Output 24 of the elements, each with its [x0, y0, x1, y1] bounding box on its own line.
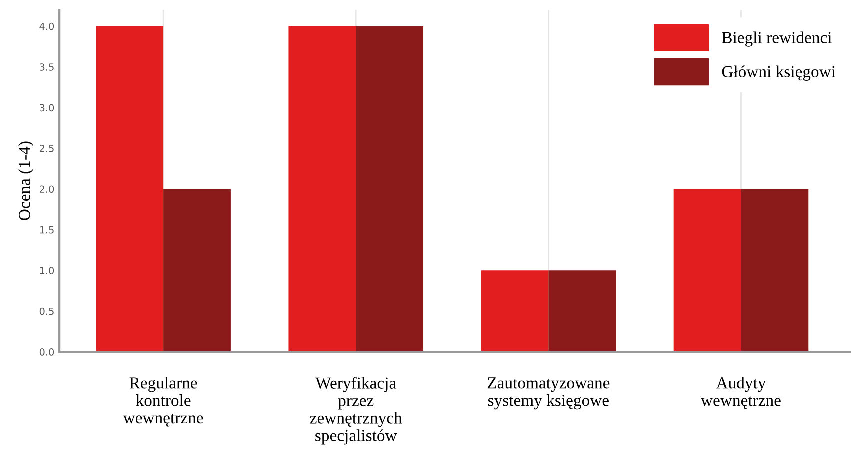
legend-label: Główni księgowi — [722, 66, 836, 81]
bar — [674, 189, 742, 352]
y-tick-label: 0.0 — [40, 348, 54, 356]
bar — [96, 26, 164, 352]
legend-label: Biegli rewidenci — [722, 32, 832, 47]
y-tick-label: 3.0 — [40, 104, 54, 112]
y-tick-label: 4.0 — [40, 22, 54, 30]
y-tick-label: 2.5 — [40, 144, 54, 152]
bar — [356, 26, 424, 352]
bar — [741, 189, 809, 352]
x-tick-label: Zautomatyzowane systemy księgowe — [488, 378, 610, 410]
x-tick-label: Weryfikacja przez zewnętrznych specjalistów — [310, 377, 402, 445]
bar — [548, 270, 616, 352]
bar — [288, 26, 356, 352]
y-tick-label: 0.5 — [40, 308, 54, 316]
x-tick-label: Audyty wewnętrzne — [701, 377, 781, 410]
bar — [164, 189, 231, 352]
y-tick-label: 2.0 — [40, 186, 54, 194]
y-tick-label: 1.0 — [40, 267, 54, 274]
y-tick-label: 3.5 — [40, 64, 54, 71]
x-tick-label: Regularne kontrole wewnętrzne — [123, 377, 204, 427]
y-axis-title: Ocena (1-4) — [18, 142, 34, 220]
y-tick-label: 1.5 — [40, 226, 54, 234]
bar — [481, 270, 549, 352]
